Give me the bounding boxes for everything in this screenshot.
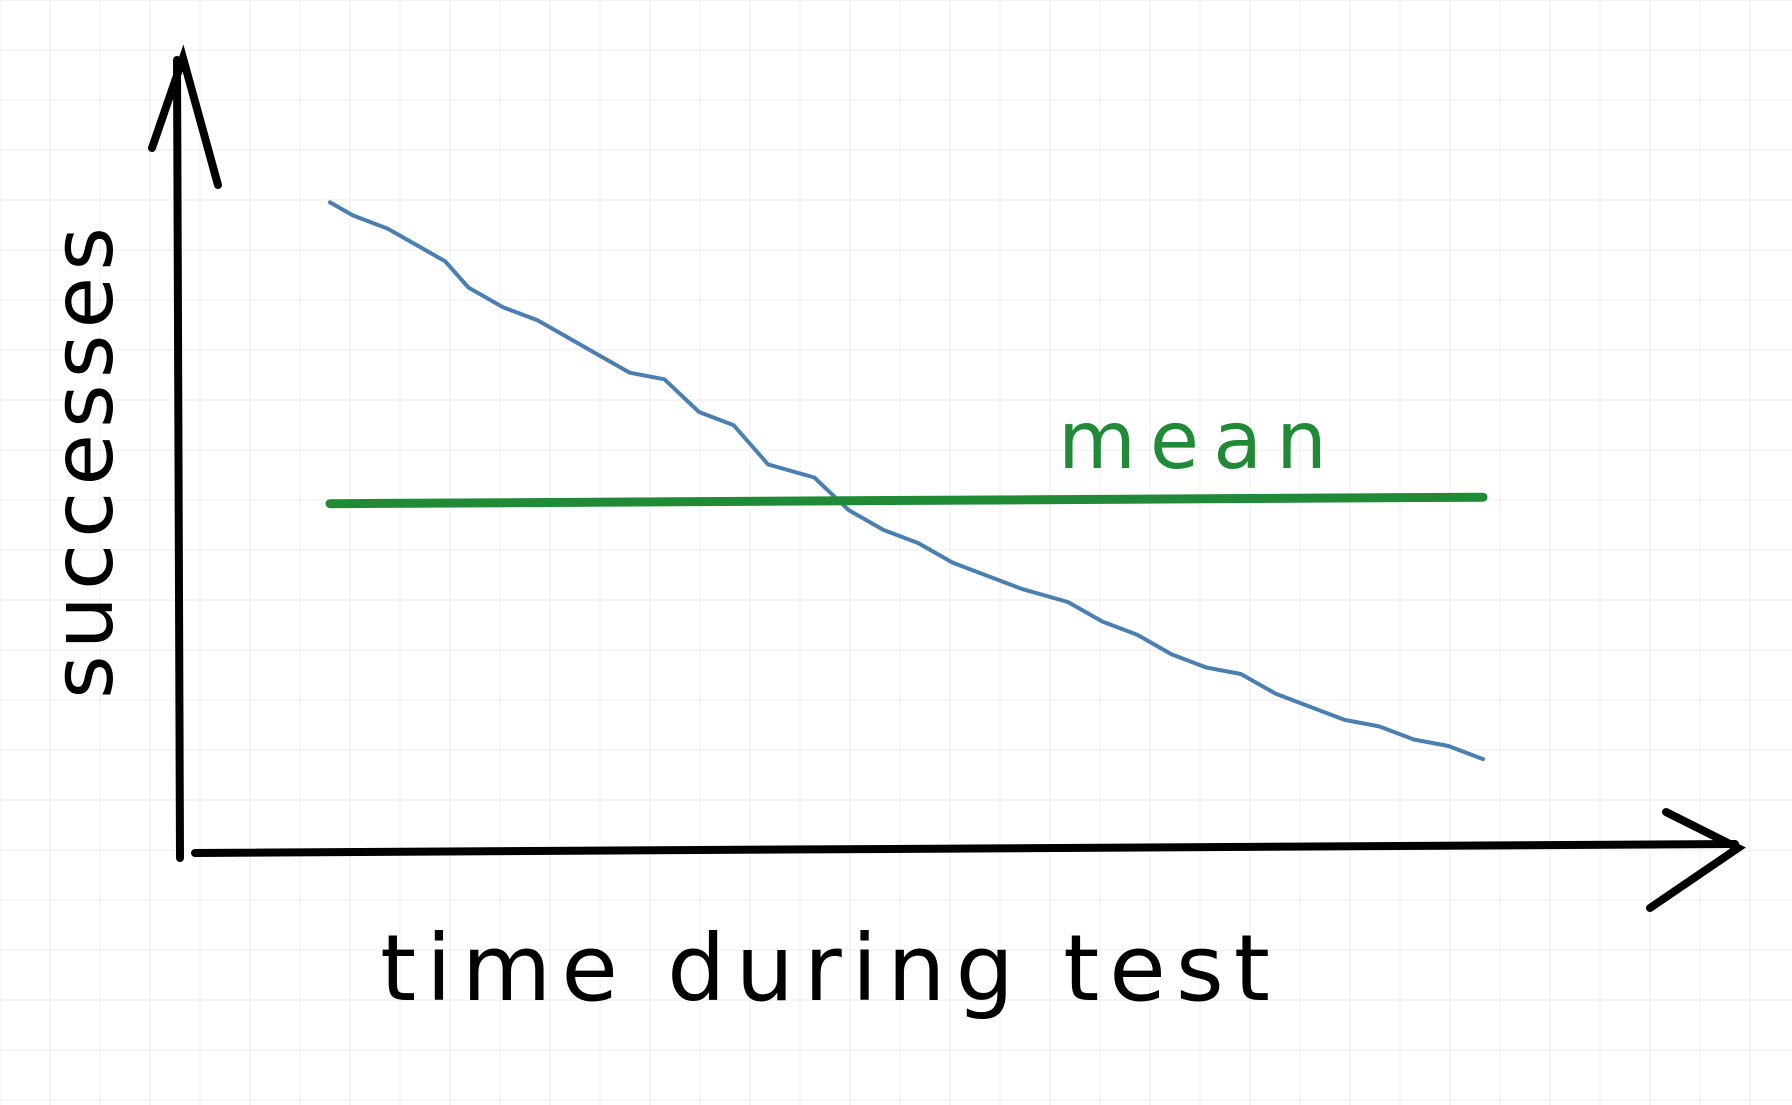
x-axis-label: time during test (380, 915, 1280, 1022)
y-axis-arrowhead (148, 44, 222, 189)
trend-line (328, 200, 1485, 762)
series-layer (325, 200, 1488, 762)
y-axis-label: successes (34, 221, 132, 699)
x-axis-arrowhead (1646, 808, 1746, 912)
x-axis (191, 840, 1739, 857)
mean-annotation: mean (1058, 394, 1341, 487)
mean-line (325, 492, 1488, 509)
y-axis (173, 56, 184, 862)
